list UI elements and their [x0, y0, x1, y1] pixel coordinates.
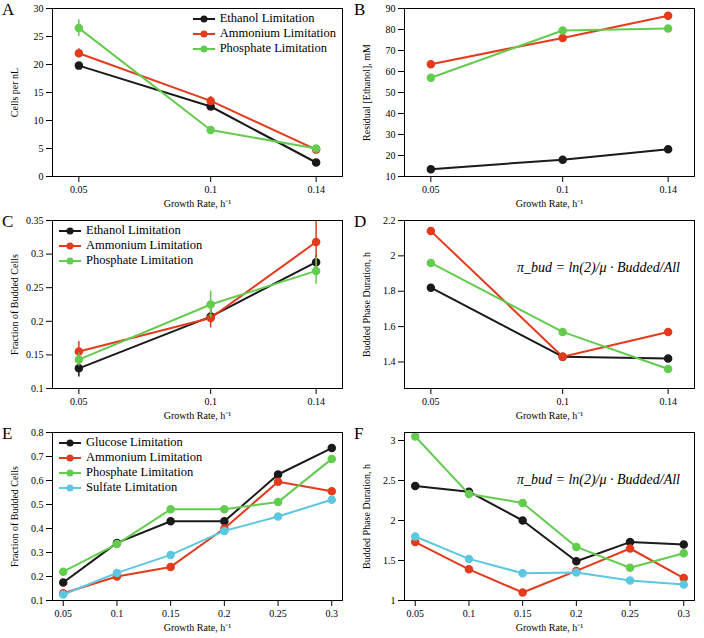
html-text:π_bud = ln(2)/μ · Budded/All: π_bud = ln(2)/μ · Budded/All — [516, 260, 680, 275]
svg-text:0.1: 0.1 — [111, 608, 124, 619]
svg-text:2.2: 2.2 — [383, 215, 396, 226]
svg-text:1: 1 — [391, 595, 396, 606]
html-text:F: F — [354, 424, 364, 443]
html-text:Sulfate Limitation: Sulfate Limitation — [86, 480, 178, 494]
svg-text:2.5: 2.5 — [383, 475, 396, 486]
svg-text:30: 30 — [34, 3, 44, 14]
svg-text:0.14: 0.14 — [307, 396, 325, 407]
svg-text:0.14: 0.14 — [659, 396, 677, 407]
svg-text:25: 25 — [34, 31, 44, 42]
svg-text:20: 20 — [34, 59, 44, 70]
svg-text:2: 2 — [391, 250, 396, 261]
svg-text:Growth Rate, h⁻¹: Growth Rate, h⁻¹ — [164, 410, 231, 421]
html-text:Ammonium Limitation: Ammonium Limitation — [86, 450, 203, 464]
svg-text:0.1: 0.1 — [556, 396, 569, 407]
html-text:Ammonium Limitation: Ammonium Limitation — [86, 238, 203, 252]
svg-text:0.15: 0.15 — [514, 608, 532, 619]
svg-text:0.4: 0.4 — [31, 523, 44, 534]
svg-text:0.1: 0.1 — [204, 396, 217, 407]
svg-text:Growth Rate, h⁻¹: Growth Rate, h⁻¹ — [516, 198, 583, 209]
svg-text:0.8: 0.8 — [31, 427, 44, 438]
svg-text:0.05: 0.05 — [70, 396, 88, 407]
svg-text:0.15: 0.15 — [162, 608, 180, 619]
html-text:Ethanol Limitation: Ethanol Limitation — [219, 11, 315, 25]
svg-text:20: 20 — [386, 150, 396, 161]
svg-text:Fraction of Budded Cells: Fraction of Budded Cells — [9, 254, 20, 355]
svg-text:0.3: 0.3 — [678, 608, 691, 619]
svg-text:40: 40 — [386, 108, 396, 119]
svg-text:0.25: 0.25 — [26, 282, 44, 293]
svg-text:0: 0 — [39, 171, 44, 182]
svg-text:Budded Phase Duration, h: Budded Phase Duration, h — [361, 464, 372, 569]
svg-text:0.1: 0.1 — [31, 595, 44, 606]
svg-text:0.2: 0.2 — [31, 316, 44, 327]
svg-text:0.35: 0.35 — [26, 215, 44, 226]
svg-text:2: 2 — [391, 515, 396, 526]
svg-text:50: 50 — [386, 87, 396, 98]
html-text:Phosphate Limitation: Phosphate Limitation — [86, 253, 194, 267]
svg-text:0.1: 0.1 — [204, 184, 217, 195]
svg-text:0.6: 0.6 — [31, 475, 44, 486]
svg-text:0.05: 0.05 — [54, 608, 71, 619]
svg-text:0.3: 0.3 — [31, 547, 44, 558]
html-text:B: B — [354, 0, 366, 19]
svg-text:Residual [Ethanol], mM: Residual [Ethanol], mM — [361, 44, 372, 141]
svg-text:1.6: 1.6 — [383, 321, 396, 332]
svg-text:0.2: 0.2 — [31, 571, 44, 582]
svg-text:Growth Rate, h⁻¹: Growth Rate, h⁻¹ — [516, 622, 583, 633]
svg-text:0.7: 0.7 — [31, 451, 44, 462]
html-text:Phosphate Limitation: Phosphate Limitation — [219, 41, 327, 55]
html-text:Phosphate Limitation: Phosphate Limitation — [86, 465, 194, 479]
svg-text:0.3: 0.3 — [326, 608, 339, 619]
svg-text:0.25: 0.25 — [269, 608, 287, 619]
svg-text:60: 60 — [386, 66, 396, 77]
svg-text:90: 90 — [386, 3, 396, 14]
svg-text:0.1: 0.1 — [556, 184, 569, 195]
svg-text:0.15: 0.15 — [26, 349, 44, 360]
svg-text:0.14: 0.14 — [307, 184, 325, 195]
svg-text:80: 80 — [386, 24, 396, 35]
svg-text:0.05: 0.05 — [70, 184, 88, 195]
html-text:π_bud = ln(2)/μ · Budded/All: π_bud = ln(2)/μ · Budded/All — [516, 472, 680, 487]
svg-text:3: 3 — [391, 435, 396, 446]
html-text:Ethanol Limitation: Ethanol Limitation — [86, 223, 181, 237]
svg-text:0.05: 0.05 — [422, 396, 440, 407]
svg-text:15: 15 — [34, 87, 44, 98]
svg-text:0.2: 0.2 — [218, 608, 231, 619]
svg-text:0.5: 0.5 — [31, 499, 44, 510]
html-text:E: E — [2, 424, 13, 443]
svg-text:Budded Phase Duration, h: Budded Phase Duration, h — [361, 252, 372, 357]
svg-text:0.1: 0.1 — [463, 608, 476, 619]
svg-text:0.14: 0.14 — [659, 184, 677, 195]
svg-text:0.1: 0.1 — [31, 383, 44, 394]
svg-text:10: 10 — [34, 115, 44, 126]
svg-text:0.25: 0.25 — [621, 608, 639, 619]
svg-text:1.4: 1.4 — [383, 356, 396, 367]
svg-text:10: 10 — [386, 171, 396, 182]
svg-text:0.3: 0.3 — [31, 248, 44, 259]
html-text:Glucose Limitation: Glucose Limitation — [86, 435, 183, 449]
html-text:Ammonium Limitation: Ammonium Limitation — [219, 26, 336, 40]
svg-text:30: 30 — [386, 129, 396, 140]
svg-text:70: 70 — [386, 45, 396, 56]
svg-text:Growth Rate, h⁻¹: Growth Rate, h⁻¹ — [516, 410, 583, 421]
svg-text:Growth Rate, h⁻¹: Growth Rate, h⁻¹ — [164, 622, 231, 633]
svg-text:0.2: 0.2 — [570, 608, 583, 619]
svg-text:0.05: 0.05 — [406, 608, 423, 619]
html-text:D: D — [354, 212, 367, 231]
svg-text:1.8: 1.8 — [383, 285, 396, 296]
svg-text:Fraction of Budded Cells: Fraction of Budded Cells — [9, 466, 20, 567]
html-text:C: C — [2, 212, 14, 231]
svg-text:Growth Rate, h⁻¹: Growth Rate, h⁻¹ — [164, 198, 231, 209]
svg-text:Cells per nL: Cells per nL — [9, 68, 20, 117]
html-text:A: A — [2, 0, 15, 19]
svg-text:5: 5 — [39, 143, 44, 154]
svg-text:1.5: 1.5 — [383, 555, 396, 566]
svg-text:0.05: 0.05 — [422, 184, 440, 195]
